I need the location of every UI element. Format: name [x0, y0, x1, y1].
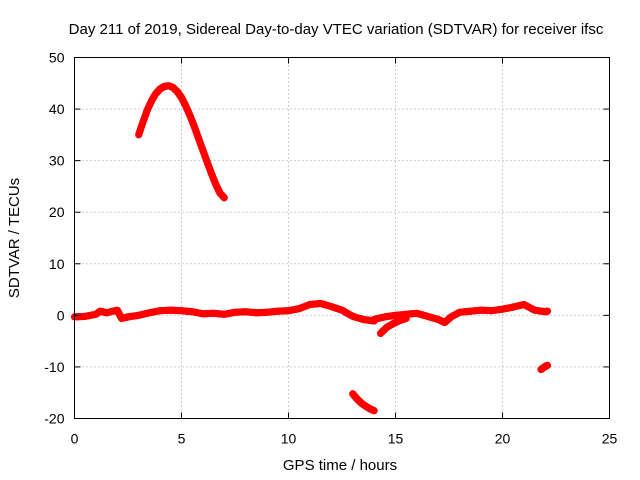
y-tick-label: 20	[49, 204, 65, 220]
y-tick-label: 0	[57, 307, 65, 323]
plot-frame	[74, 57, 610, 419]
data-point	[220, 194, 228, 202]
y-axis: -20 -10 0 10 20 30 40 50	[44, 50, 610, 427]
x-tick-label: 20	[495, 431, 511, 447]
x-tick-label: 25	[602, 431, 618, 447]
y-tick-label: -20	[44, 411, 64, 427]
y-tick-label: 40	[49, 101, 65, 117]
data-points	[70, 82, 552, 415]
data-point	[402, 314, 410, 323]
y-tick-label: 10	[49, 256, 65, 272]
series-arc-high	[135, 82, 228, 202]
x-tick-label: 0	[71, 431, 79, 447]
series-low-arc	[349, 390, 378, 415]
chart-title: Day 211 of 2019, Sidereal Day-to-day VTE…	[69, 21, 604, 38]
x-axis-label: GPS time / hours	[283, 457, 397, 474]
x-tick-label: 15	[388, 431, 404, 447]
y-tick-label: -10	[44, 359, 64, 375]
x-axis: 0 5 10 15 20 25	[71, 57, 618, 447]
y-axis-label: SDTVAR / TECUs	[6, 178, 23, 298]
data-point	[370, 407, 378, 415]
y-tick-label: 50	[49, 50, 65, 66]
x-tick-label: 5	[178, 431, 186, 447]
series-small-fragment	[537, 361, 552, 374]
data-point	[543, 307, 552, 315]
x-tick-label: 10	[281, 431, 297, 447]
series-baseline	[70, 299, 378, 325]
y-tick-label: 30	[49, 153, 65, 169]
grid	[74, 57, 610, 419]
data-point	[543, 361, 552, 369]
series-descending-fragment	[376, 314, 410, 338]
